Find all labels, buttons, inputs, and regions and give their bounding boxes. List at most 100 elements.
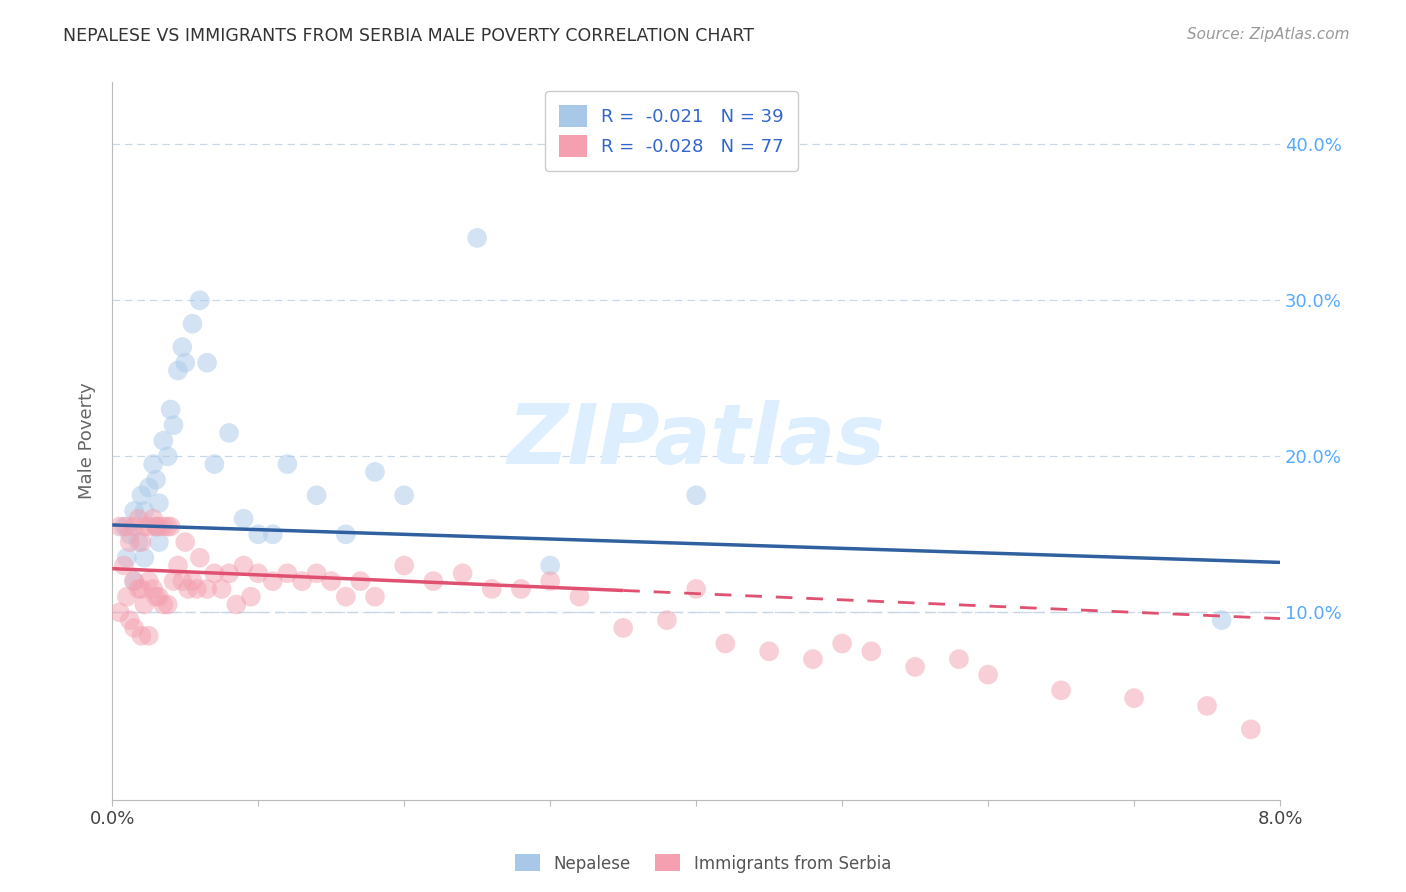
- Point: [188, 550, 211, 565]
- Point: [538, 558, 561, 573]
- Point: [831, 636, 853, 650]
- Point: [108, 519, 131, 533]
- Point: [349, 574, 371, 588]
- Point: [122, 621, 145, 635]
- Legend: Nepalese, Immigrants from Serbia: Nepalese, Immigrants from Serbia: [508, 847, 898, 880]
- Point: [174, 356, 197, 370]
- Point: [276, 566, 298, 581]
- Point: [172, 574, 194, 588]
- Point: [134, 519, 156, 533]
- Point: [262, 527, 284, 541]
- Y-axis label: Male Poverty: Male Poverty: [79, 383, 96, 500]
- Point: [118, 527, 141, 541]
- Point: [108, 605, 131, 619]
- Point: [758, 644, 780, 658]
- Point: [364, 465, 387, 479]
- Point: [128, 582, 150, 596]
- Point: [115, 519, 138, 533]
- Point: [904, 660, 927, 674]
- Point: [167, 363, 190, 377]
- Point: [152, 598, 174, 612]
- Point: [860, 644, 883, 658]
- Point: [188, 293, 211, 308]
- Point: [335, 590, 357, 604]
- Point: [152, 519, 174, 533]
- Point: [134, 598, 156, 612]
- Point: [134, 550, 156, 565]
- Point: [262, 574, 284, 588]
- Point: [218, 425, 240, 440]
- Point: [948, 652, 970, 666]
- Point: [174, 535, 197, 549]
- Point: [291, 574, 314, 588]
- Text: NEPALESE VS IMMIGRANTS FROM SERBIA MALE POVERTY CORRELATION CHART: NEPALESE VS IMMIGRANTS FROM SERBIA MALE …: [63, 27, 754, 45]
- Point: [167, 558, 190, 573]
- Point: [1240, 723, 1263, 737]
- Point: [118, 613, 141, 627]
- Point: [122, 504, 145, 518]
- Point: [612, 621, 634, 635]
- Point: [392, 488, 415, 502]
- Point: [510, 582, 533, 596]
- Point: [305, 566, 328, 581]
- Point: [148, 496, 170, 510]
- Point: [122, 574, 145, 588]
- Legend: R =  -0.021   N = 39, R =  -0.028   N = 77: R = -0.021 N = 39, R = -0.028 N = 77: [546, 91, 799, 171]
- Point: [451, 566, 474, 581]
- Point: [156, 598, 179, 612]
- Point: [195, 582, 218, 596]
- Point: [148, 519, 170, 533]
- Point: [801, 652, 824, 666]
- Point: [128, 535, 150, 549]
- Point: [204, 457, 226, 471]
- Point: [1123, 691, 1146, 706]
- Point: [138, 629, 160, 643]
- Point: [122, 574, 145, 588]
- Point: [115, 550, 138, 565]
- Point: [162, 574, 184, 588]
- Point: [655, 613, 678, 627]
- Point: [142, 457, 165, 471]
- Point: [128, 512, 150, 526]
- Point: [714, 636, 737, 650]
- Point: [177, 582, 200, 596]
- Point: [1050, 683, 1073, 698]
- Point: [392, 558, 415, 573]
- Text: Source: ZipAtlas.com: Source: ZipAtlas.com: [1187, 27, 1350, 42]
- Point: [364, 590, 387, 604]
- Point: [112, 558, 135, 573]
- Point: [142, 512, 165, 526]
- Point: [159, 519, 181, 533]
- Point: [481, 582, 503, 596]
- Point: [138, 481, 160, 495]
- Point: [162, 418, 184, 433]
- Point: [131, 629, 153, 643]
- Point: [247, 566, 270, 581]
- Point: [568, 590, 591, 604]
- Point: [211, 582, 233, 596]
- Point: [181, 574, 204, 588]
- Point: [239, 590, 262, 604]
- Point: [131, 535, 153, 549]
- Point: [977, 667, 1000, 681]
- Point: [156, 450, 179, 464]
- Point: [218, 566, 240, 581]
- Point: [152, 434, 174, 448]
- Point: [247, 527, 270, 541]
- Point: [321, 574, 343, 588]
- Point: [145, 590, 167, 604]
- Point: [138, 519, 160, 533]
- Point: [186, 582, 208, 596]
- Point: [112, 519, 135, 533]
- Point: [131, 582, 153, 596]
- Point: [276, 457, 298, 471]
- Point: [138, 574, 160, 588]
- Point: [145, 519, 167, 533]
- Point: [305, 488, 328, 502]
- Point: [1211, 613, 1233, 627]
- Point: [134, 504, 156, 518]
- Point: [159, 402, 181, 417]
- Point: [232, 558, 254, 573]
- Point: [195, 356, 218, 370]
- Point: [225, 598, 247, 612]
